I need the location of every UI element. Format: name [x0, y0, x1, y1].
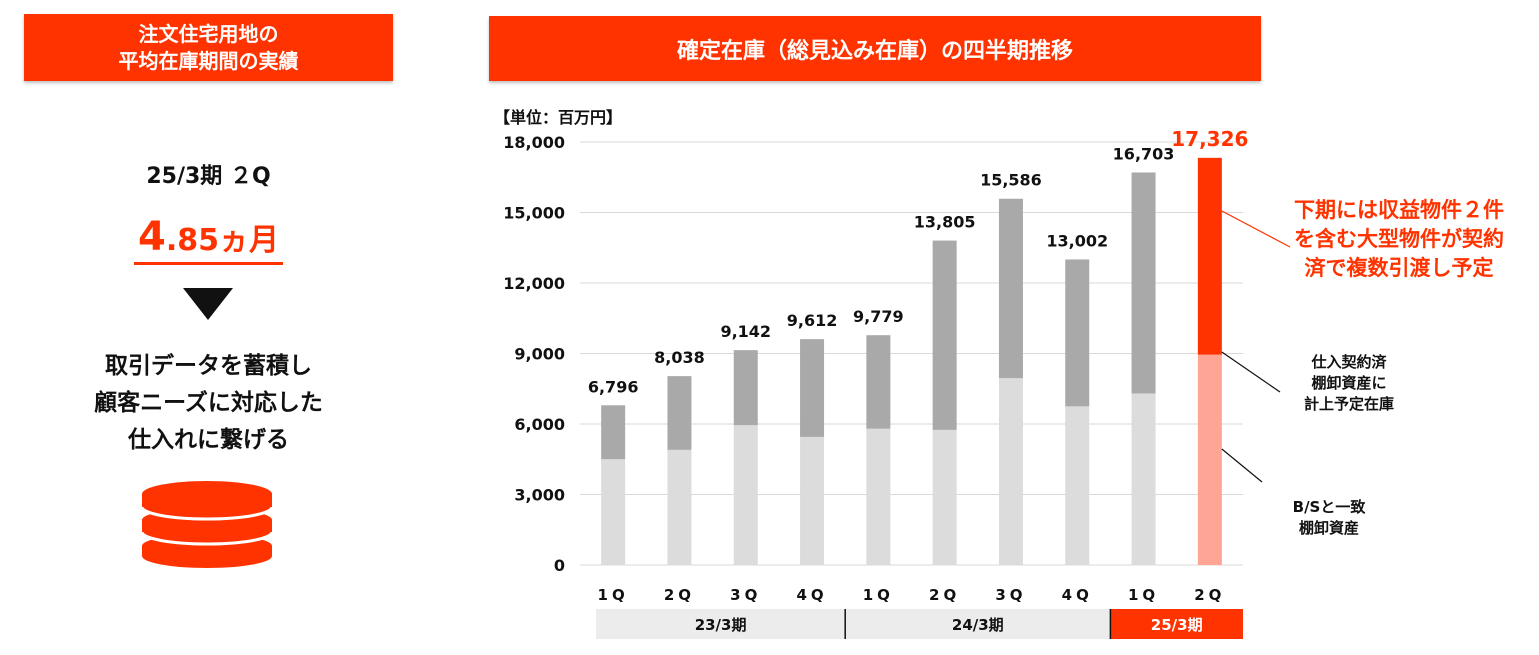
desc-line2: 顧客ニーズに対応した — [94, 390, 323, 416]
group-band — [1110, 609, 1243, 639]
metric-rest: .85ヵ月 — [165, 223, 279, 258]
bar-top — [733, 350, 758, 426]
right-banner: 確定在庫（総見込み在庫）の四半期推移 — [489, 16, 1261, 81]
total-label: 15,586 — [980, 171, 1042, 190]
group-band — [845, 609, 1111, 639]
left-banner: 注文住宅用地の 平均在庫期間の実績 — [24, 14, 393, 81]
bar-base — [1197, 354, 1222, 565]
bar-top — [1131, 172, 1156, 394]
bar-base — [998, 378, 1023, 565]
total-label: 13,805 — [914, 213, 976, 232]
leader-line-bs — [1221, 448, 1263, 483]
bar-top — [866, 335, 891, 429]
bar-base — [733, 425, 758, 565]
total-label: 13,002 — [1046, 231, 1108, 250]
planned-note-line1: 仕入契約済 — [1311, 353, 1387, 371]
total-label: 9,142 — [720, 322, 771, 341]
bs-note-line2: 棚卸資産 — [1298, 519, 1359, 537]
second-half-note-line1: 下期には収益物件２件 — [1294, 198, 1504, 222]
bar-base — [1065, 406, 1090, 565]
bar-top — [998, 198, 1023, 379]
group-label: 25/3期 — [1151, 616, 1203, 634]
planned-note-line2: 棚卸資産に — [1311, 374, 1387, 392]
y-tick-label: 9,000 — [514, 345, 565, 364]
total-label: 8,038 — [654, 348, 705, 367]
second-half-note-line3: 済で複数引渡し予定 — [1304, 256, 1494, 280]
planned-inventory-note: 仕入契約済 棚卸資産に 計上予定在庫 — [1274, 352, 1424, 415]
unit-label: 【単位：百万円】 — [494, 108, 623, 127]
desc-line1: 取引データを蓄積し — [105, 353, 312, 379]
x-tick-label: 1Q — [598, 586, 629, 604]
bar-base — [1131, 393, 1156, 565]
second-half-note-line2: を含む大型物件が契約 — [1294, 227, 1504, 251]
desc-line3: 仕入れに繋げる — [128, 427, 289, 453]
x-tick-label: 4Q — [1062, 586, 1093, 604]
bar-base — [932, 429, 957, 565]
group-band — [596, 609, 846, 639]
bar-base — [667, 449, 692, 565]
bar-top — [667, 376, 692, 450]
planned-note-line3: 計上予定在庫 — [1303, 395, 1394, 413]
right-banner-title: 確定在庫（総見込み在庫）の四半期推移 — [676, 38, 1073, 64]
bar-base — [601, 459, 626, 565]
down-arrow-icon — [183, 288, 233, 320]
leader-line-red — [1221, 210, 1291, 248]
x-tick-label: 2Q — [1194, 586, 1225, 604]
leader-line-planned — [1221, 351, 1281, 393]
y-tick-label: 12,000 — [503, 274, 565, 293]
total-label: 9,612 — [787, 311, 838, 330]
total-label: 9,779 — [853, 307, 904, 326]
bar-top — [800, 339, 825, 437]
bar-top — [1197, 157, 1222, 355]
y-tick-label: 18,000 — [503, 133, 565, 152]
total-label: 6,796 — [588, 377, 639, 396]
x-tick-label: 1Q — [1128, 586, 1159, 604]
y-tick-label: 6,000 — [514, 415, 565, 434]
x-tick-label: 3Q — [995, 586, 1026, 604]
total-label: 17,326 — [1171, 127, 1248, 151]
bar-top — [1065, 259, 1090, 407]
x-tick-label: 3Q — [730, 586, 761, 604]
metric-big: 4 — [138, 214, 166, 260]
inventory-period-metric: 4.85ヵ月 — [24, 214, 393, 265]
left-banner-line1: 注文住宅用地の — [138, 21, 279, 46]
y-tick-label: 3,000 — [514, 486, 565, 505]
second-half-note: 下期には収益物件２件 を含む大型物件が契約 済で複数引渡し予定 — [1268, 196, 1530, 283]
total-label: 16,703 — [1113, 144, 1175, 163]
left-banner-line2: 平均在庫期間の実績 — [118, 48, 299, 73]
x-tick-label: 4Q — [796, 586, 827, 604]
bs-inventory-note: B/Sと一致 棚卸資産 — [1264, 497, 1394, 539]
database-icon — [140, 481, 274, 568]
bar-base — [866, 428, 891, 565]
description: 取引データを蓄積し 顧客ニーズに対応した 仕入れに繋げる — [24, 348, 393, 459]
y-tick-label: 15,000 — [503, 204, 565, 223]
bs-note-line1: B/Sと一致 — [1292, 498, 1366, 516]
y-tick-label: 0 — [554, 556, 565, 575]
bar-top — [601, 405, 626, 460]
metric-underline: 4.85ヵ月 — [134, 214, 283, 265]
group-label: 24/3期 — [952, 616, 1004, 634]
period-label: 25/3期 ２Q — [146, 164, 271, 189]
group-label: 23/3期 — [695, 616, 747, 634]
bar-base — [800, 436, 825, 565]
x-tick-label: 2Q — [929, 586, 960, 604]
x-tick-label: 2Q — [664, 586, 695, 604]
x-tick-label: 1Q — [863, 586, 894, 604]
bar-top — [932, 240, 957, 430]
